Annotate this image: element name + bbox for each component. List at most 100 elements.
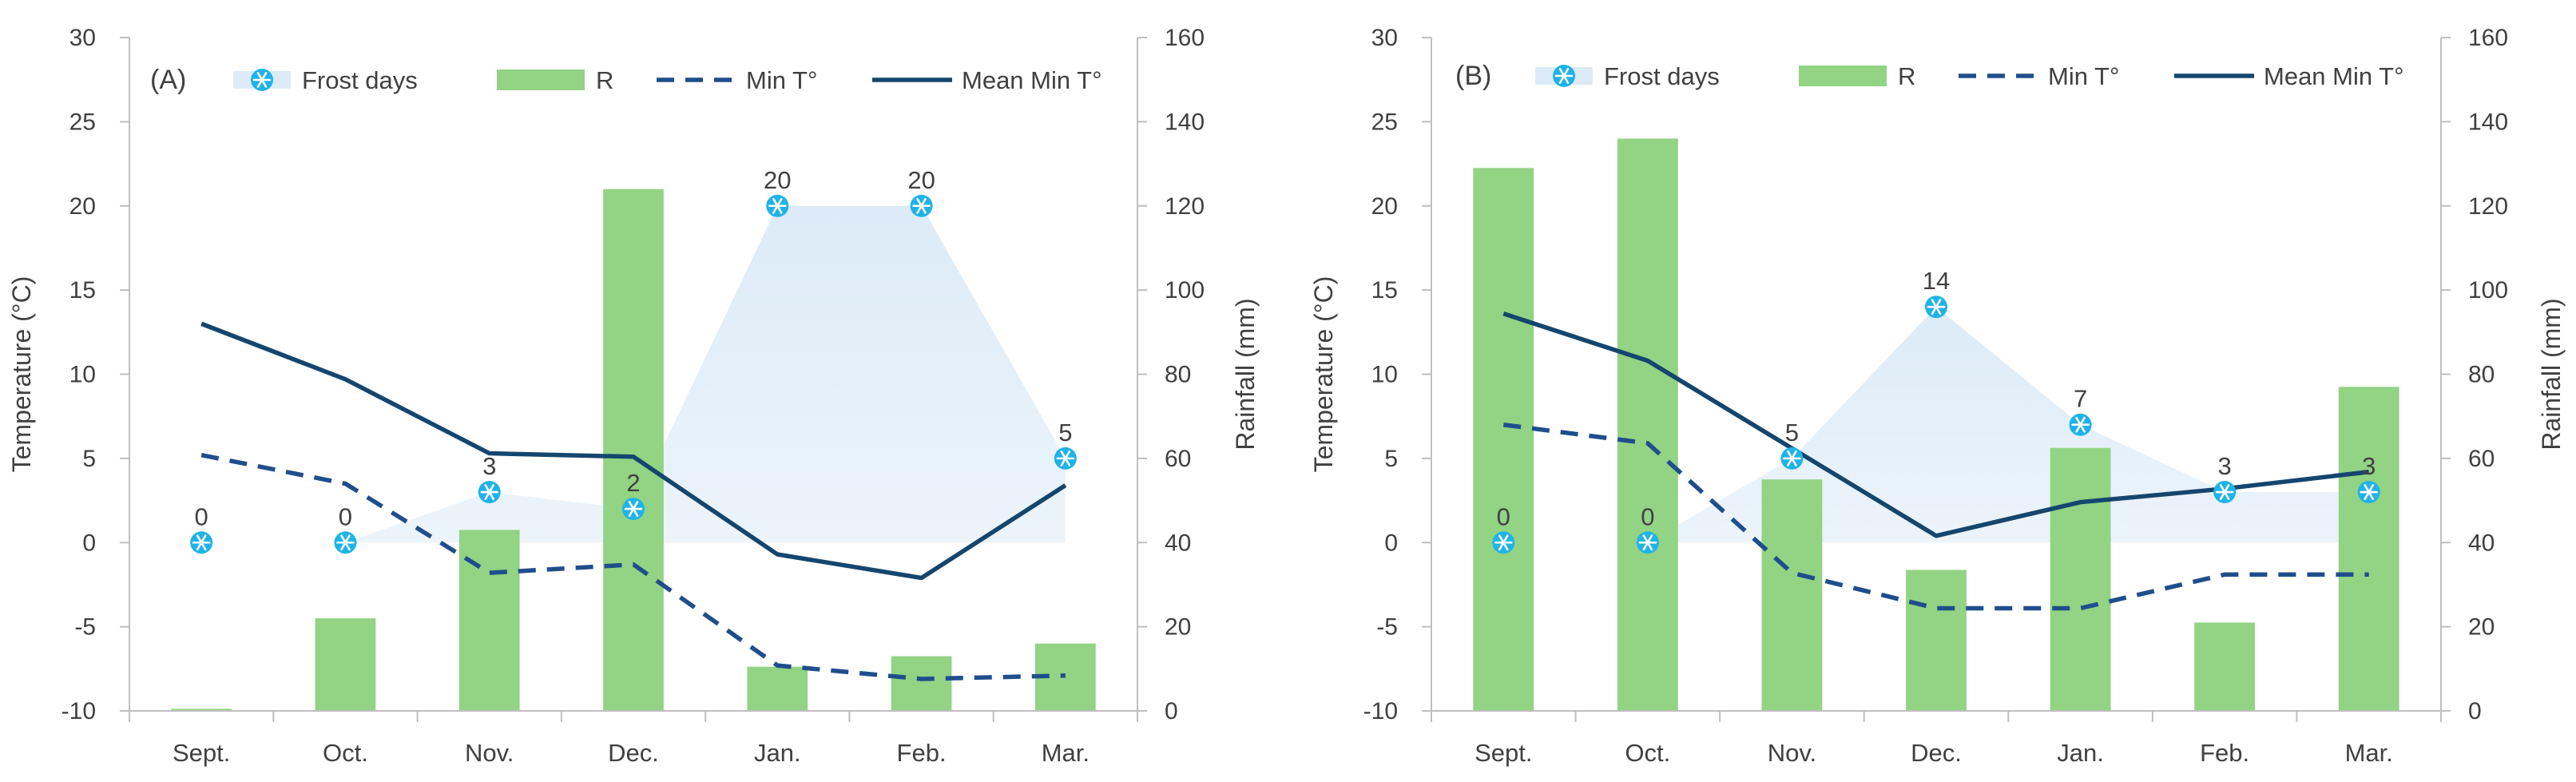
panel-label: (A) <box>150 65 186 95</box>
right-tick-label: 80 <box>1165 362 1191 388</box>
right-tick-label: 20 <box>2468 614 2495 641</box>
frost-days-label: 5 <box>1058 419 1072 447</box>
frost-days-label: 3 <box>2218 452 2232 480</box>
x-tick-label: Mar. <box>1042 739 1090 767</box>
frost-days-label: 14 <box>1923 267 1950 295</box>
legend-rain-label: R <box>1898 62 1915 90</box>
frost-day-marker-icon <box>1925 296 1947 319</box>
panel-b: -10-5051015202530020406080100120140160Se… <box>1309 25 2566 767</box>
panel-label: (B) <box>1455 61 1491 91</box>
left-tick-label: 20 <box>1371 193 1398 220</box>
frost-days-label: 7 <box>2074 385 2087 413</box>
frost-day-marker-icon <box>1492 531 1515 554</box>
right-tick-label: 140 <box>1165 109 1205 135</box>
frost-days-label: 3 <box>2362 452 2376 480</box>
left-tick-label: 0 <box>82 530 96 556</box>
frost-day-marker-icon <box>190 531 213 554</box>
right-tick-label: 160 <box>2468 25 2508 51</box>
frost-days-label: 20 <box>764 166 791 194</box>
right-tick-label: 0 <box>1165 698 1178 724</box>
right-tick-label: 120 <box>2468 193 2508 220</box>
frost-days-label: 0 <box>339 502 352 530</box>
x-tick-label: Nov. <box>1768 739 1816 767</box>
left-tick-label: 30 <box>69 25 96 51</box>
frost-days-area <box>201 205 1066 543</box>
x-tick-label: Sept. <box>173 739 230 767</box>
frost-day-marker-icon <box>1054 447 1077 470</box>
x-tick-label: Jan. <box>754 739 801 767</box>
legend: Frost days R Min T° Mean Min T° <box>233 66 1102 94</box>
rainfall-bar <box>891 656 952 711</box>
left-tick-label: -5 <box>74 614 96 641</box>
mean-min-temp-line <box>200 321 1067 581</box>
frost-days-label: 0 <box>195 502 208 530</box>
rainfall-bar <box>747 666 808 711</box>
rainfall-bar <box>1617 138 1678 711</box>
frost-day-marker-icon <box>766 194 789 217</box>
left-tick-label: 0 <box>1384 530 1398 556</box>
legend-rain-swatch <box>497 69 585 90</box>
right-axis-title: Rainfall (mm) <box>2537 298 2566 450</box>
rainfall-bar <box>1906 570 1967 711</box>
frost-days-label: 0 <box>1497 502 1510 530</box>
right-tick-label: 40 <box>2468 530 2495 556</box>
left-tick-label: 15 <box>1371 277 1398 304</box>
rainfall-bar <box>315 618 376 711</box>
legend: Frost days R Min T° Mean Min T° <box>1535 62 2404 90</box>
right-tick-label: 100 <box>2468 277 2508 304</box>
legend-min-label: Min T° <box>746 66 817 94</box>
left-tick-label: 25 <box>69 109 96 135</box>
left-tick-label: 20 <box>69 193 96 220</box>
left-tick-label: 5 <box>1384 446 1398 472</box>
right-tick-label: 20 <box>1165 614 1191 641</box>
left-tick-label: 10 <box>69 362 96 388</box>
legend-mean-label: Mean Min T° <box>962 66 1102 94</box>
rainfall-bar <box>1473 168 1534 712</box>
min-temp-line <box>1502 422 2369 611</box>
min-temp-line <box>200 452 1066 681</box>
left-tick-label: -10 <box>62 698 96 724</box>
right-tick-label: 160 <box>1165 25 1205 51</box>
right-tick-label: 40 <box>1165 530 1191 556</box>
left-tick-label: -5 <box>1376 614 1398 641</box>
left-tick-label: 30 <box>1371 25 1398 51</box>
x-tick-label: Feb. <box>2200 739 2249 767</box>
legend-min-label: Min T° <box>2048 62 2119 90</box>
left-axis-title: Temperature (°C) <box>1309 276 1338 473</box>
x-tick-label: Feb. <box>897 739 947 767</box>
left-tick-label: -10 <box>1363 698 1398 724</box>
x-tick-label: Mar. <box>2345 739 2393 767</box>
legend-rain-label: R <box>596 66 613 94</box>
frost-days-label: 5 <box>1785 419 1799 447</box>
frost-day-marker-icon <box>1780 447 1804 470</box>
frost-day-marker-icon <box>334 531 357 554</box>
right-tick-label: 120 <box>1165 193 1205 220</box>
legend-rain-swatch <box>1799 65 1887 86</box>
frost-days-label: 2 <box>626 469 640 497</box>
left-tick-label: 5 <box>82 446 96 472</box>
frost-days-label: 20 <box>907 166 935 194</box>
frost-day-marker-icon <box>478 481 501 504</box>
rainfall-bar <box>458 530 520 711</box>
x-tick-label: Jan. <box>2057 739 2104 767</box>
frost-day-marker-icon <box>2357 481 2380 504</box>
panel-a: -10-5051015202530020406080100120140160Se… <box>7 25 1260 767</box>
rainfall-bar <box>1761 479 1823 711</box>
right-tick-label: 80 <box>2468 362 2495 388</box>
left-axis-title: Temperature (°C) <box>7 276 36 473</box>
x-tick-label: Sept. <box>1475 739 1532 767</box>
left-tick-label: 10 <box>1371 362 1398 388</box>
rainfall-bar <box>2050 447 2111 711</box>
frost-days-label: 0 <box>1641 502 1654 530</box>
rainfall-bar <box>2194 622 2256 711</box>
frost-day-marker-icon <box>2069 413 2092 436</box>
frost-day-marker-icon <box>622 498 645 521</box>
x-tick-label: Dec. <box>1911 739 1962 767</box>
x-tick-label: Oct. <box>323 739 368 767</box>
right-tick-label: 0 <box>2468 698 2482 724</box>
rainfall-bar <box>603 189 664 712</box>
right-axis-title: Rainfall (mm) <box>1231 298 1260 450</box>
rainfall-bar <box>171 709 232 711</box>
